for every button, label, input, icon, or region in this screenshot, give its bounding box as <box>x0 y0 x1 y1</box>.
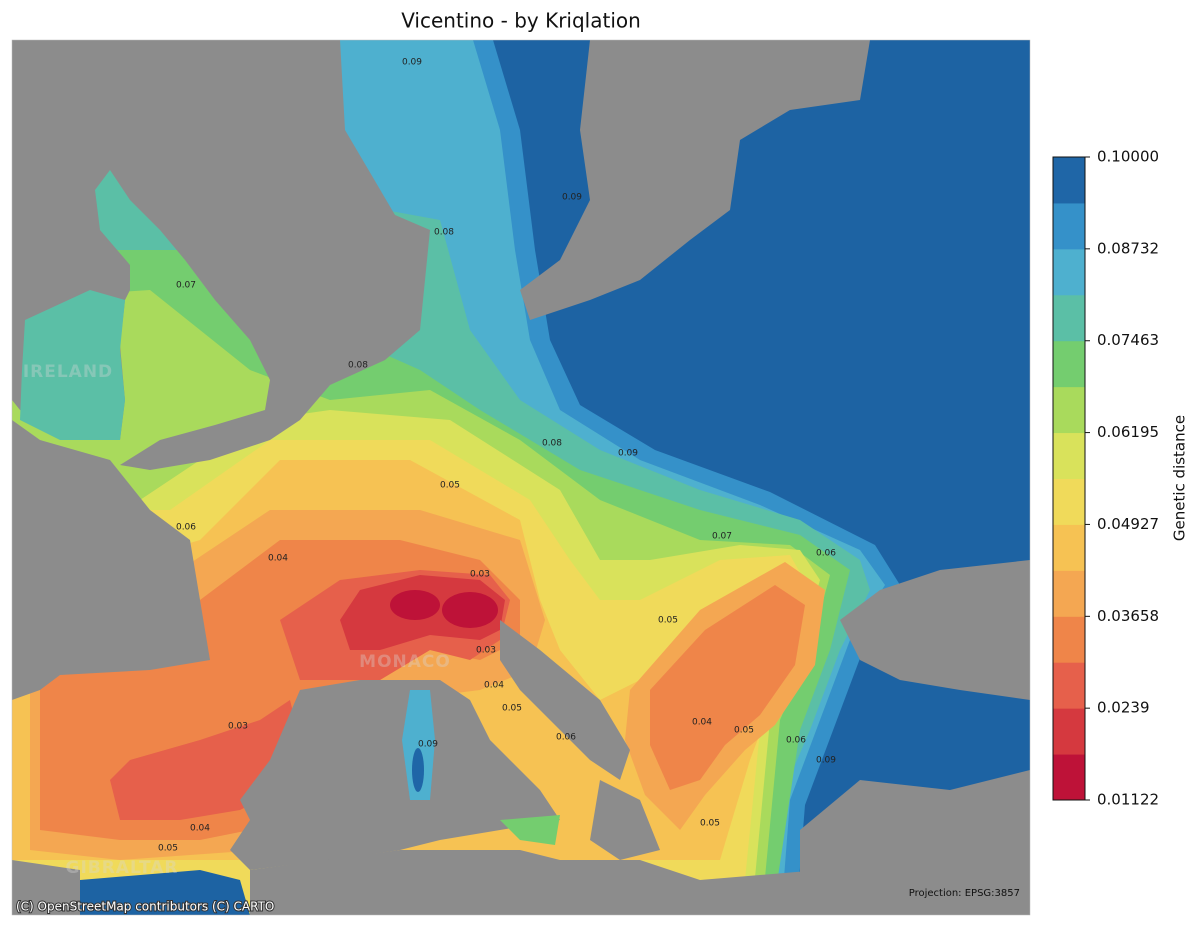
contour-label: 0.08 <box>348 361 368 371</box>
contour-label: 0.09 <box>418 740 438 750</box>
colorbar-band <box>1053 202 1085 250</box>
colorbar-band <box>1053 754 1085 801</box>
band <box>442 592 498 628</box>
band <box>650 585 805 790</box>
colorbar-tick-label: 0.07463 <box>1097 331 1159 349</box>
contour-label: 0.06 <box>786 736 806 746</box>
colorbar-band <box>1053 524 1085 571</box>
colorbar-frame <box>1052 156 1086 801</box>
colorbar: 0.01122 0.0239 0.03658 0.04927 0.06195 0.0746… <box>1052 148 1159 809</box>
contour-label: 0.05 <box>502 704 522 714</box>
colorbar-band <box>1053 478 1085 525</box>
projection-note: Projection: EPSG:3857 <box>909 888 1020 899</box>
band <box>500 815 560 845</box>
band <box>20 290 125 440</box>
contour-label: 0.03 <box>476 646 496 656</box>
place-label: MONACO <box>359 652 451 672</box>
band <box>402 690 435 800</box>
contour-label: 0.05 <box>440 481 460 491</box>
contour-label: 0.07 <box>176 281 196 291</box>
contour-label: 0.05 <box>700 819 720 829</box>
colorbar-band <box>1053 570 1085 617</box>
colorbar-band <box>1053 294 1085 342</box>
contour-label: 0.08 <box>542 439 562 449</box>
band <box>412 748 424 792</box>
colorbar-tick-label: 0.0239 <box>1097 699 1150 717</box>
contour-label: 0.05 <box>158 844 178 854</box>
band <box>390 590 440 620</box>
contour-label: 0.04 <box>484 681 504 691</box>
contour-label: 0.09 <box>816 756 836 766</box>
colorbar-band <box>1053 157 1085 204</box>
contour-label: 0.05 <box>734 726 754 736</box>
colorbar-band <box>1053 386 1085 434</box>
colorbar-band <box>1053 708 1085 755</box>
contour-label: 0.09 <box>618 449 638 459</box>
contour-label: 0.03 <box>470 570 490 580</box>
contour-label: 0.09 <box>562 193 582 203</box>
contour-label: 0.06 <box>176 523 196 533</box>
colorbar-tick-label: 0.03658 <box>1097 607 1159 625</box>
place-label: IRELAND <box>23 362 113 382</box>
contour-label: 0.08 <box>434 228 454 238</box>
contour-label: 0.06 <box>556 733 576 743</box>
map: IRELAND GIBRALTAR MONACO 0.09 0.09 0.08 0.07 0.… <box>12 40 1030 915</box>
colorbar-band <box>1053 616 1085 663</box>
title: Vicentino - by Kriqlation <box>401 9 641 33</box>
colorbar-tick-label: 0.04927 <box>1097 515 1159 533</box>
colorbar-band <box>1053 340 1085 388</box>
contour-label: 0.05 <box>658 616 678 626</box>
colorbar-tick-label: 0.06195 <box>1097 423 1159 441</box>
contour-label: 0.03 <box>228 722 248 732</box>
place-label: GIBRALTAR <box>65 858 178 878</box>
sea <box>80 870 250 915</box>
colorbar-tick-label: 0.10000 <box>1097 148 1159 166</box>
contour-label: 0.06 <box>816 549 836 559</box>
colorbar-label: Genetic distance <box>1171 415 1189 541</box>
contour-label: 0.09 <box>402 58 422 68</box>
contour-label: 0.04 <box>268 554 288 564</box>
colorbar-band <box>1053 432 1085 479</box>
map-frame <box>11 39 1031 916</box>
colorbar-tick-label: 0.01122 <box>1097 791 1159 809</box>
colorbar-tick-label: 0.08732 <box>1097 239 1159 257</box>
attribution: (C) OpenStreetMap contributors (C) CARTO <box>16 900 274 914</box>
contour-label: 0.04 <box>692 718 712 728</box>
colorbar-band <box>1053 662 1085 709</box>
colorbar-band <box>1053 248 1085 296</box>
contour-label: 0.04 <box>190 824 210 834</box>
contour-label: 0.07 <box>712 532 732 542</box>
